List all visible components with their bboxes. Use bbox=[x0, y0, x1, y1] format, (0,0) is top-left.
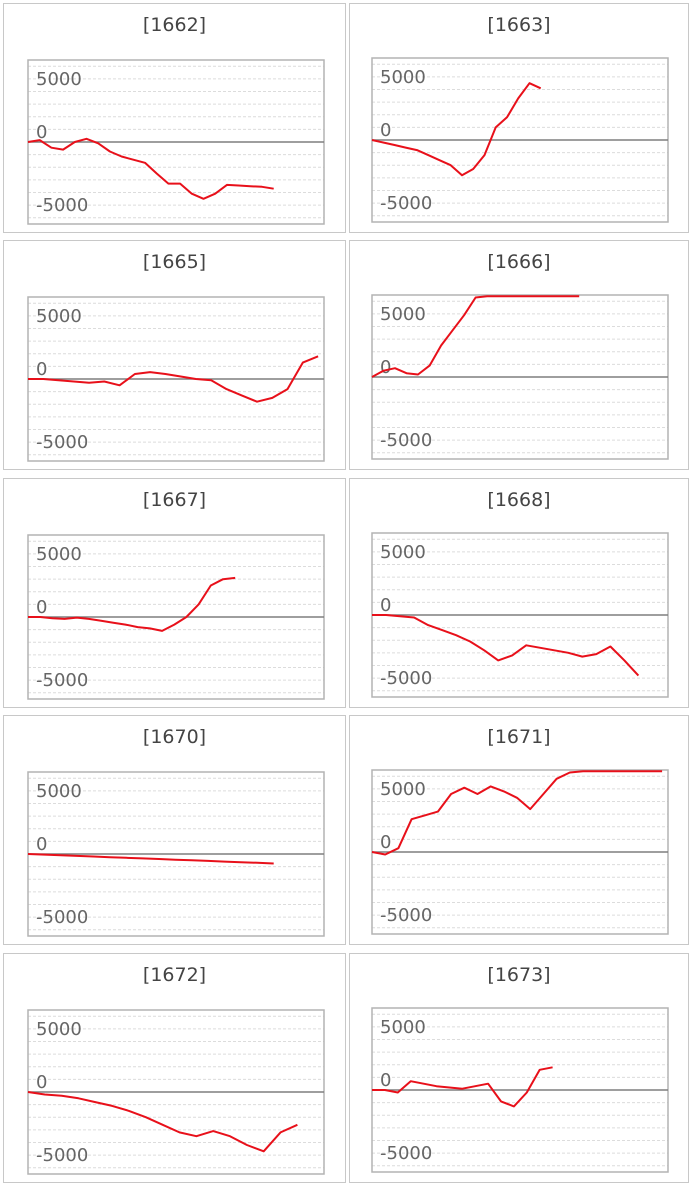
chart-title: [1666] bbox=[487, 251, 551, 273]
series-line bbox=[27, 853, 274, 865]
series-line bbox=[27, 1091, 298, 1153]
y-tick-label: 0 bbox=[380, 1070, 391, 1091]
chart-title: [1672] bbox=[142, 964, 207, 986]
line-chart: 5000 0 -5000 bbox=[27, 59, 325, 225]
series-line bbox=[28, 355, 319, 403]
series-line bbox=[372, 614, 640, 677]
y-tick-label: 0 bbox=[36, 122, 47, 143]
y-tick-label: 5000 bbox=[380, 304, 426, 325]
y-tick-label: -5000 bbox=[36, 1145, 88, 1166]
y-tick-label: 5000 bbox=[380, 1017, 426, 1038]
chart-title: [1671] bbox=[487, 726, 551, 748]
chart-title: [1667] bbox=[142, 489, 207, 511]
chart-panel: [1662] 5000 0 -5000 bbox=[3, 3, 346, 233]
series-line bbox=[28, 576, 236, 632]
chart-panel: [1671] 5000 0 -5000 bbox=[349, 715, 689, 945]
y-tick-label: -5000 bbox=[380, 905, 432, 926]
y-tick-label: 5000 bbox=[36, 1019, 82, 1040]
line-chart: 5000 0 -5000 bbox=[371, 294, 669, 460]
y-tick-label: -5000 bbox=[380, 1143, 432, 1164]
chart-title: [1668] bbox=[487, 489, 551, 511]
y-tick-label: 0 bbox=[36, 359, 47, 380]
line-chart: 5000 0 -5000 bbox=[27, 296, 325, 462]
y-tick-label: 0 bbox=[380, 832, 391, 853]
y-tick-label: -5000 bbox=[380, 668, 432, 689]
chart-panel: [1663] 5000 0 -5000 bbox=[349, 3, 689, 233]
y-tick-label: -5000 bbox=[36, 670, 88, 691]
y-tick-label: 5000 bbox=[380, 779, 426, 800]
chart-title: [1663] bbox=[487, 14, 551, 36]
chart-panel: [1666] 5000 0 -5000 bbox=[349, 240, 689, 470]
y-tick-label: 5000 bbox=[36, 306, 82, 327]
y-tick-label: 0 bbox=[380, 595, 391, 616]
y-tick-label: -5000 bbox=[380, 193, 432, 214]
chart-title: [1670] bbox=[142, 726, 207, 748]
series-line bbox=[27, 137, 274, 200]
chart-panel: [1667] 5000 0 -5000 bbox=[3, 478, 346, 708]
line-chart: 5000 0 -5000 bbox=[27, 1009, 325, 1175]
line-chart: 5000 0 -5000 bbox=[371, 1007, 669, 1173]
chart-panel: [1670] 5000 0 -5000 bbox=[3, 715, 346, 945]
y-tick-label: 0 bbox=[36, 597, 47, 618]
chart-panel: [1665] 5000 0 -5000 bbox=[3, 240, 346, 470]
y-tick-label: -5000 bbox=[36, 432, 88, 453]
y-tick-label: -5000 bbox=[36, 195, 88, 216]
line-chart: 5000 0 -5000 bbox=[371, 769, 669, 935]
y-tick-label: 0 bbox=[380, 357, 391, 378]
chart-title: [1665] bbox=[142, 251, 207, 273]
chart-panel: [1673] 5000 0 -5000 bbox=[349, 953, 689, 1183]
series-line bbox=[371, 295, 580, 378]
y-tick-label: 0 bbox=[36, 834, 47, 855]
y-tick-label: 0 bbox=[36, 1072, 47, 1093]
y-tick-label: 5000 bbox=[36, 69, 82, 90]
line-chart: 5000 0 -5000 bbox=[27, 771, 325, 937]
y-tick-label: 5000 bbox=[36, 781, 82, 802]
chart-title: [1673] bbox=[487, 964, 551, 986]
series-line bbox=[371, 770, 663, 856]
y-tick-label: 5000 bbox=[380, 542, 426, 563]
y-tick-label: 5000 bbox=[36, 544, 82, 565]
line-chart: 5000 0 -5000 bbox=[371, 532, 669, 698]
y-tick-label: -5000 bbox=[380, 430, 432, 451]
y-tick-label: 0 bbox=[380, 120, 391, 141]
chart-title: [1662] bbox=[142, 14, 207, 36]
y-tick-label: 5000 bbox=[380, 67, 426, 88]
y-tick-label: -5000 bbox=[36, 907, 88, 928]
chart-panel: [1672] 5000 0 -5000 bbox=[3, 953, 346, 1183]
series-line bbox=[372, 1066, 553, 1108]
chart-panel: [1668] 5000 0 -5000 bbox=[349, 478, 689, 708]
line-chart: 5000 0 -5000 bbox=[371, 57, 669, 223]
series-line bbox=[371, 82, 542, 177]
line-chart: 5000 0 -5000 bbox=[27, 534, 325, 700]
